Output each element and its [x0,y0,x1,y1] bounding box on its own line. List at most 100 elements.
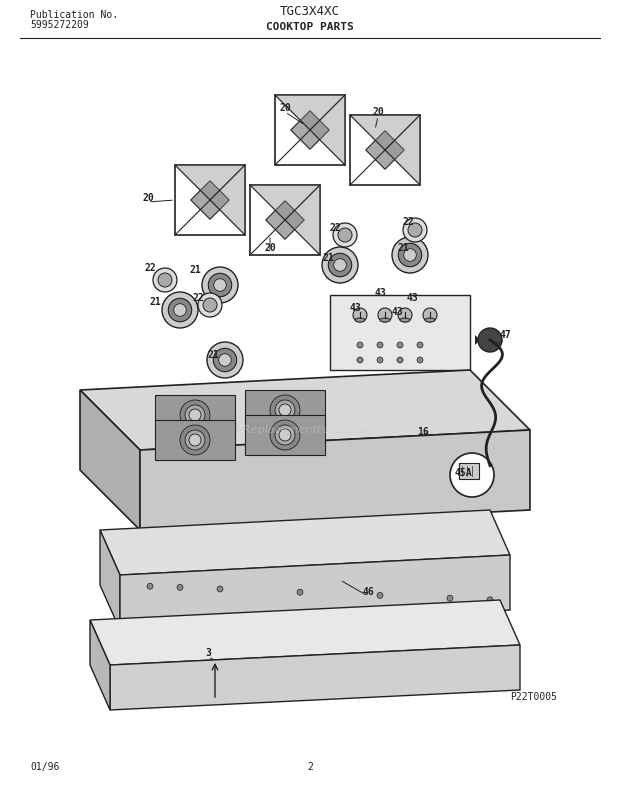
Circle shape [329,253,352,277]
Circle shape [397,342,403,348]
Circle shape [207,342,243,378]
Polygon shape [245,390,325,430]
Ellipse shape [425,318,435,322]
Polygon shape [155,395,235,435]
Text: 43: 43 [349,303,361,313]
Text: 20: 20 [372,107,384,117]
Circle shape [357,342,363,348]
Circle shape [378,308,392,322]
Circle shape [158,273,172,287]
Polygon shape [210,165,245,235]
Text: 47: 47 [499,330,511,340]
Circle shape [147,583,153,589]
Polygon shape [110,645,520,710]
Polygon shape [366,131,404,170]
Text: 43: 43 [374,288,386,298]
Polygon shape [80,390,140,530]
Text: 21: 21 [322,253,334,263]
Circle shape [397,357,403,363]
Ellipse shape [355,318,365,322]
Text: 2: 2 [307,762,313,772]
Circle shape [214,279,226,291]
Text: TGC3X4XC: TGC3X4XC [280,5,340,18]
Circle shape [408,223,422,237]
Circle shape [217,586,223,592]
Circle shape [392,237,428,273]
Polygon shape [90,620,110,710]
Polygon shape [175,165,245,200]
Circle shape [180,425,210,455]
Circle shape [447,595,453,601]
Polygon shape [90,600,520,665]
Polygon shape [291,110,329,149]
Polygon shape [191,181,229,219]
Circle shape [189,434,201,446]
Text: 22: 22 [402,217,414,227]
Text: 16: 16 [417,427,429,437]
Text: Publication No.: Publication No. [30,10,118,20]
Circle shape [279,404,291,416]
Text: 21: 21 [397,243,409,253]
Circle shape [398,243,422,267]
Text: 45A: 45A [454,468,472,478]
Circle shape [203,298,217,312]
Polygon shape [266,200,304,239]
Circle shape [189,409,201,421]
Text: 5995272209: 5995272209 [30,20,89,30]
Circle shape [275,425,295,445]
Polygon shape [120,555,510,630]
Text: 20: 20 [142,193,154,203]
Ellipse shape [380,318,390,322]
Circle shape [185,405,205,425]
Polygon shape [350,115,420,150]
Text: 21: 21 [149,297,161,307]
Circle shape [338,228,352,242]
Text: COOKTOP PARTS: COOKTOP PARTS [266,22,354,32]
Polygon shape [250,185,320,220]
Circle shape [213,348,237,372]
Polygon shape [275,95,345,130]
FancyBboxPatch shape [330,295,470,370]
Circle shape [334,259,347,271]
Text: 43: 43 [391,307,403,317]
Circle shape [417,357,423,363]
Circle shape [353,308,367,322]
Circle shape [208,273,232,297]
Circle shape [270,420,300,450]
Text: P22T0005: P22T0005 [510,692,557,702]
Text: 01/96: 01/96 [30,762,60,772]
Circle shape [174,304,186,316]
Circle shape [357,357,363,363]
Circle shape [219,353,231,366]
Text: eReplacementParts.com: eReplacementParts.com [237,425,373,435]
Text: 21: 21 [207,350,219,360]
Polygon shape [385,115,420,185]
Polygon shape [245,415,325,455]
Text: 43: 43 [406,293,418,303]
Text: 22: 22 [144,263,156,273]
Circle shape [404,249,416,261]
Circle shape [279,429,291,441]
Circle shape [478,328,502,352]
Circle shape [417,342,423,348]
Circle shape [333,223,357,247]
Circle shape [322,247,358,283]
Circle shape [168,298,192,322]
Polygon shape [100,510,510,575]
Polygon shape [475,335,480,345]
Circle shape [270,395,300,425]
FancyBboxPatch shape [459,463,479,479]
Circle shape [297,589,303,595]
Ellipse shape [400,318,410,322]
Text: 22: 22 [329,223,341,233]
Text: 20: 20 [264,243,276,253]
Text: 22: 22 [192,293,204,303]
Circle shape [185,430,205,450]
Text: 46: 46 [362,587,374,597]
Text: 20: 20 [279,103,291,113]
Text: 21: 21 [189,265,201,275]
Circle shape [177,585,183,590]
Circle shape [275,400,295,420]
Circle shape [450,453,494,497]
Circle shape [398,308,412,322]
